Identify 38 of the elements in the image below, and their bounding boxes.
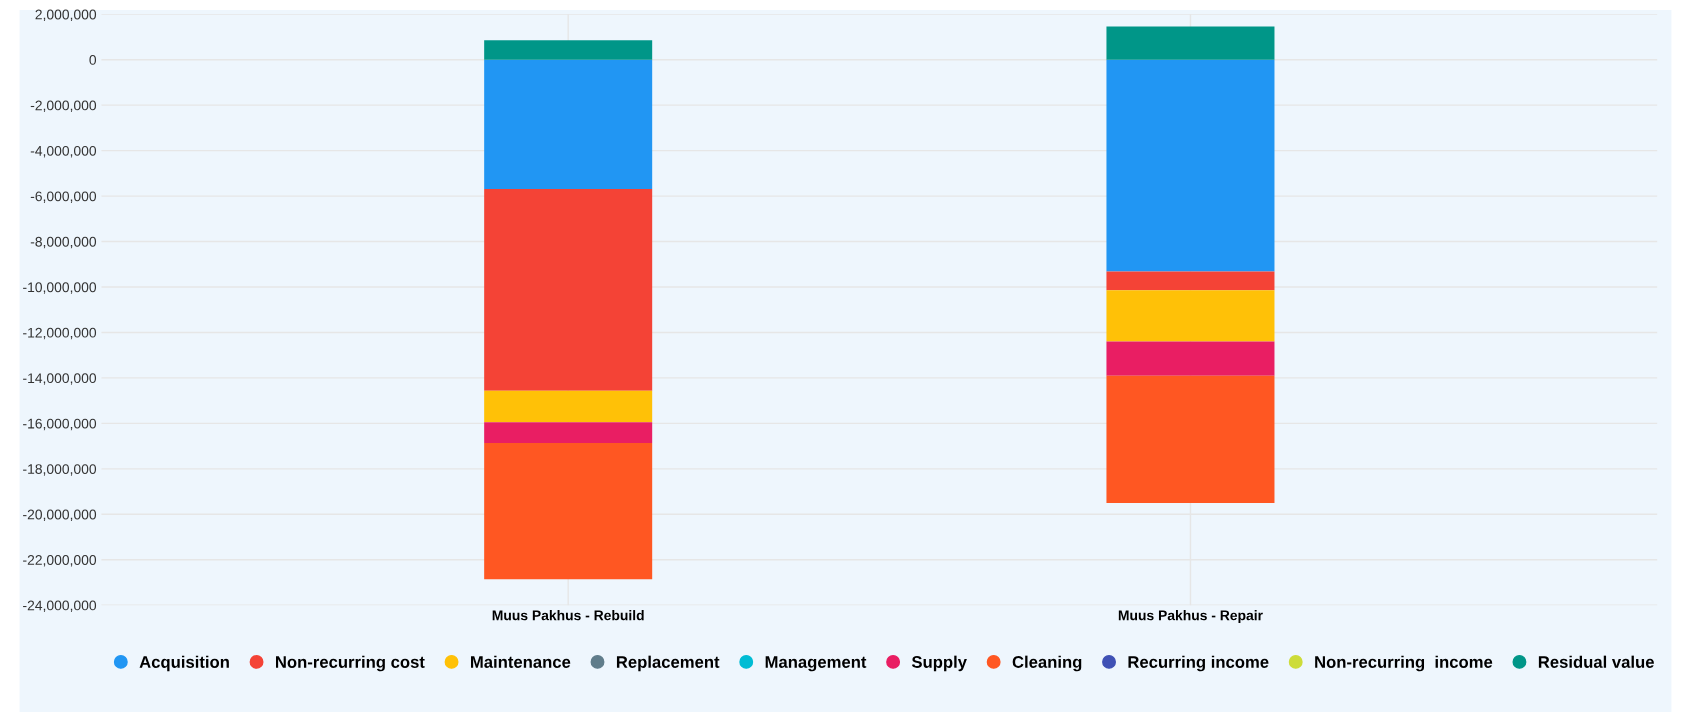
bar [1106,341,1275,376]
bar [1106,271,1275,291]
x-tick-label: Muus Pakhus - Repair [1118,610,1263,624]
legend-label: Recurring income [1128,655,1269,672]
bar [1106,375,1275,503]
legend-label: Residual value [1538,655,1654,668]
y-tick-label: -22,000,000 [23,555,97,567]
legend-label: Acquisition [139,655,229,672]
bar [1106,290,1275,342]
bar [484,59,653,190]
y-tick-label: -12,000,000 [23,327,97,340]
bar [484,422,653,443]
legend-label: Non-recurring cost [276,655,425,672]
bar [1106,59,1275,272]
y-tick-label: -2,000,000 [30,100,97,112]
legend-label: Non-recurring income [1315,655,1493,672]
y-tick-label: -18,000,000 [23,464,97,476]
y-tick-label: -24,000,000 [23,600,97,613]
bar [484,189,653,391]
y-tick-label: 0 [89,55,97,65]
legend-label: Maintenance [471,655,571,668]
y-tick-label: -4,000,000 [30,145,97,158]
y-tick-label: -16,000,000 [23,418,97,431]
bar [484,442,653,580]
y-tick-label: 2,000,000 [35,9,97,22]
y-tick-label: -10,000,000 [23,282,97,294]
legend-label: Management [765,656,867,672]
x-tick-label: Muus Pakhus - Rebuild [492,610,644,621]
bar [484,390,653,423]
legend-label: Replacement [616,655,720,672]
y-tick-label: -14,000,000 [23,373,97,385]
legend-label: Cleaning [1012,655,1082,672]
bar [1106,26,1275,60]
y-tick-label: -8,000,000 [30,236,97,249]
bar [484,40,653,60]
y-tick-label: -6,000,000 [30,191,97,203]
legend-label: Supply [911,655,967,672]
y-tick-label: -20,000,000 [23,509,97,522]
